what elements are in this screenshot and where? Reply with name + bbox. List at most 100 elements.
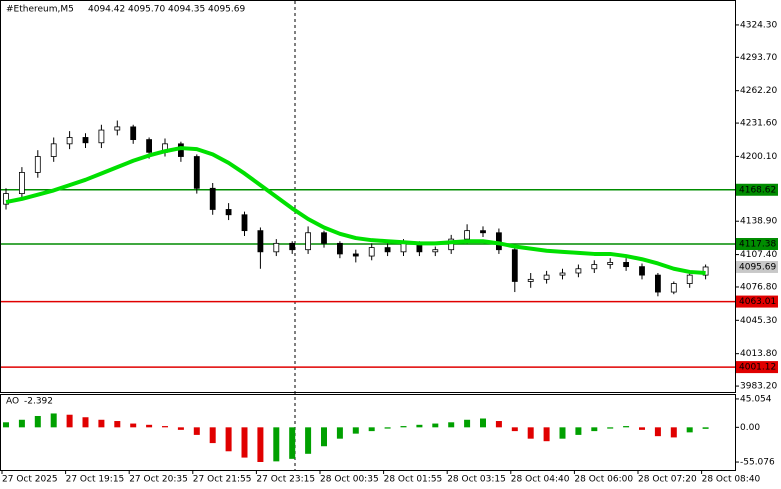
candle-body [34,156,41,173]
level-label-box [736,183,778,196]
ao-bar [114,421,121,428]
ao-bar [670,427,677,438]
ao-bar [543,427,550,442]
ao-bar [702,427,709,429]
candle-body [480,230,486,234]
candle-body [527,278,534,282]
candle-body [432,249,439,253]
candle-body [18,172,25,194]
candle-body [209,187,216,210]
ao-bar [495,421,502,428]
ao-bar [575,427,582,435]
ao-bar [368,427,375,432]
ao-bar [50,413,57,428]
y-tick-label: 4293.70 [740,53,777,63]
main-pane [0,0,736,393]
moving-average [5,146,706,275]
candle-body [591,264,598,270]
ao-value: -2.392 [24,397,53,407]
y-tick-label: 4107.40 [740,250,777,260]
y-tick-label: 45.054 [740,394,772,404]
candle-body [146,139,153,153]
ao-bar [34,415,41,428]
level-label: 4063.01 [739,297,776,307]
ao-bar [146,424,153,428]
ohlc-value: 4094.35 [168,5,205,15]
candle-body [193,156,200,189]
ao-bar [448,422,455,428]
candle-body [130,126,137,140]
candle-body [66,137,73,145]
candle-body [655,274,661,293]
level-label-box [736,295,778,308]
candle-body [686,274,693,284]
y-tick-label: 4200.10 [740,152,777,162]
x-tick-label: 28 Oct 08:40 [702,475,761,485]
y-tick-label: 4231.60 [740,119,777,129]
ao-bar [162,426,168,428]
candle-body [543,274,550,280]
ao-bar [400,426,407,428]
ao-bar [416,424,423,428]
ao-bar [209,427,216,444]
level-label: 4001.12 [739,363,776,373]
x-tick-label: 28 Oct 06:00 [574,475,633,485]
ao-bar [511,427,518,432]
candle-body [464,230,471,240]
y-tick-label: -55.076 [740,458,775,468]
ao-bar [177,427,184,430]
candle-body [400,242,407,253]
ao-bar [591,427,598,432]
y-tick-label: 4324.30 [740,20,777,30]
candle-body [289,242,296,251]
x-tick-label: 27 Oct 19:15 [66,475,125,485]
price-label-box [736,260,778,273]
ohlc-value: 4095.69 [208,5,245,15]
candle-body [241,214,248,232]
ao-bar [639,427,645,430]
x-tick-label: 28 Oct 03:15 [447,475,506,485]
x-tick-label: 27 Oct 20:35 [129,475,188,485]
ao-bar [464,419,471,428]
ao-bar [273,427,280,462]
ao-bar [654,427,661,437]
candle-body [50,143,57,157]
ao-bar [527,427,534,439]
candle-body [305,232,312,251]
x-tick-label: 27 Oct 2025 [2,475,58,485]
ao-bar [321,427,327,447]
candle-body [352,253,359,257]
level-label: 4168.62 [739,185,776,195]
price-label: 4095.69 [739,262,776,272]
ao-bar [193,427,200,435]
x-tick-label: 27 Oct 21:55 [193,475,252,485]
level-label: 4117.38 [739,240,776,250]
candle-body [321,232,327,244]
ao-bar [384,427,391,429]
ao-pane [0,394,736,471]
ao-bar [686,427,693,433]
y-tick-label: 4262.20 [740,86,777,96]
candle-body [225,209,232,216]
x-tick-label: 28 Oct 01:55 [384,475,443,485]
candle-body [575,268,582,274]
candle-body [82,137,89,144]
x-tick-label: 27 Oct 23:15 [256,475,315,485]
x-tick-label: 28 Oct 07:20 [638,475,697,485]
y-tick-label: 0.00 [740,423,760,433]
level-label-box [736,238,778,251]
candle-body [368,247,375,257]
ao-bar [607,427,614,429]
ao-bar [130,423,137,428]
ao-bar [432,423,439,428]
candle-body [98,129,105,144]
ao-bar [241,427,248,458]
ao-bar [98,419,105,428]
ohlc-value: 4095.70 [128,5,165,15]
ao-bar [559,427,566,439]
candle-body [257,230,264,253]
ao-bar [623,426,630,428]
candle-body [273,242,280,253]
ao-bar [18,419,25,428]
candle-body [639,266,645,276]
